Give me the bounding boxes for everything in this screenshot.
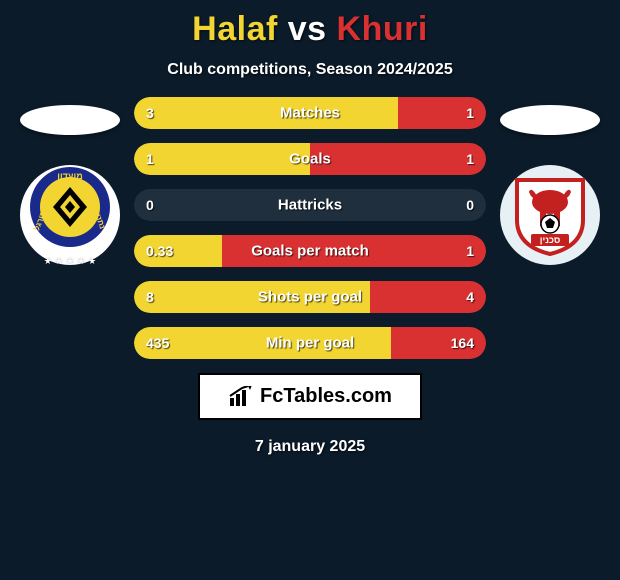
comparison-card: Halaf vs Khuri Club competitions, Season… — [0, 0, 620, 580]
stat-row: 435 164 Min per goal — [134, 327, 486, 359]
stat-value-left: 0.33 — [146, 243, 173, 259]
stat-value-left: 0 — [146, 197, 154, 213]
stat-value-right: 4 — [466, 289, 474, 305]
right-avatar-placeholder — [500, 105, 600, 135]
title-right-name: Khuri — [337, 10, 428, 48]
left-avatar-placeholder — [20, 105, 120, 135]
stat-value-right: 164 — [451, 335, 474, 351]
brand-text: FcTables.com — [260, 385, 392, 408]
page-title: Halaf vs Khuri — [192, 10, 428, 49]
left-club-badge: מועדון כדורגל נתניה ★★★★★ — [20, 165, 120, 265]
stat-row: 1 1 Goals — [134, 143, 486, 175]
stat-value-left: 435 — [146, 335, 169, 351]
title-vs: vs — [288, 10, 327, 48]
stat-value-right: 1 — [466, 105, 474, 121]
subtitle: Club competitions, Season 2024/2025 — [167, 61, 452, 79]
stat-bar-right — [310, 143, 486, 175]
date-label: 7 january 2025 — [255, 438, 365, 456]
stat-value-right: 1 — [466, 151, 474, 167]
right-club-badge: סכנין — [500, 165, 600, 265]
brand-box[interactable]: FcTables.com — [198, 373, 422, 420]
stats-list: 3 1 Matches 1 1 Goals 0 0 Hattricks 0.33 1 Goals pe… — [130, 97, 490, 359]
stat-value-left: 1 — [146, 151, 154, 167]
svg-text:מועדון: מועדון — [57, 171, 82, 181]
stat-row: 8 4 Shots per goal — [134, 281, 486, 313]
stat-label: Hattricks — [278, 197, 342, 214]
stat-value-right: 1 — [466, 243, 474, 259]
stat-label: Goals per match — [251, 243, 369, 260]
stat-label: Shots per goal — [258, 289, 362, 306]
stat-value-right: 0 — [466, 197, 474, 213]
stat-row: 0.33 1 Goals per match — [134, 235, 486, 267]
stat-value-left: 3 — [146, 105, 154, 121]
right-player-column: סכנין — [490, 97, 610, 265]
stat-bar-left — [134, 143, 310, 175]
bnei-sakhnin-badge-icon: סכנין — [507, 172, 593, 258]
stat-label: Goals — [289, 151, 331, 168]
stat-row: 3 1 Matches — [134, 97, 486, 129]
stat-row: 0 0 Hattricks — [134, 189, 486, 221]
stat-value-left: 8 — [146, 289, 154, 305]
chart-icon — [228, 386, 254, 408]
svg-text:סכנין: סכנין — [540, 235, 561, 245]
stat-label: Matches — [280, 105, 340, 122]
stat-bar-left — [134, 97, 398, 129]
stat-label: Min per goal — [266, 335, 354, 352]
left-player-column: מועדון כדורגל נתניה ★★★★★ — [10, 97, 130, 265]
maccabi-netanya-badge-icon: מועדון כדורגל נתניה — [25, 165, 115, 265]
body-area: מועדון כדורגל נתניה ★★★★★ 3 1 Matches 1 1 Goa… — [0, 97, 620, 359]
title-left-name: Halaf — [192, 10, 278, 48]
